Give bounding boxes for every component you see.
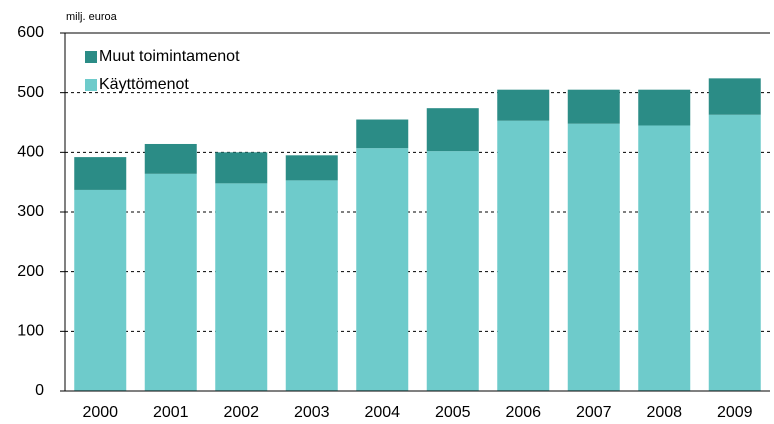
- legend-swatch: [85, 51, 97, 63]
- x-tick-label: 2001: [153, 404, 189, 421]
- bar-segment: [74, 189, 127, 391]
- bar-segment: [215, 183, 268, 391]
- bar-segment: [638, 89, 691, 126]
- x-tick-label: 2002: [223, 404, 259, 421]
- bar-segment: [144, 143, 197, 174]
- x-tick-label: 2007: [576, 404, 612, 421]
- x-tick-label: 2008: [646, 404, 682, 421]
- axis-label: milj. euroa: [66, 11, 118, 23]
- bar-segment: [74, 157, 127, 190]
- x-tick-label: 2006: [505, 404, 541, 421]
- x-tick-label: 2009: [717, 404, 753, 421]
- bar-segment: [285, 180, 338, 391]
- bar-segment: [497, 89, 550, 121]
- y-tick-label: 300: [17, 203, 44, 220]
- bar-segment: [215, 152, 268, 184]
- bar-segment: [567, 123, 620, 392]
- x-tick-label: 2004: [364, 404, 400, 421]
- y-tick-label: 200: [17, 263, 44, 280]
- legend-label: Käyttömenot: [99, 76, 189, 93]
- bar-segment: [638, 125, 691, 391]
- legend-label: Muut toimintamenot: [99, 48, 240, 65]
- x-tick-label: 2000: [82, 404, 118, 421]
- bar-segment: [426, 108, 479, 152]
- x-tick-label: 2003: [294, 404, 330, 421]
- bar-segment: [497, 120, 550, 392]
- bar-segment: [567, 89, 620, 124]
- y-tick-label: 0: [35, 382, 44, 399]
- bar-segment: [144, 173, 197, 391]
- bar-segment: [356, 148, 409, 391]
- bar-segment: [356, 119, 409, 149]
- y-tick-label: 600: [17, 24, 44, 41]
- bar-segment: [708, 114, 761, 391]
- y-tick-label: 400: [17, 144, 44, 161]
- legend-swatch: [85, 79, 97, 91]
- bar-segment: [426, 151, 479, 391]
- bar-segment: [708, 78, 761, 115]
- x-tick-label: 2005: [435, 404, 471, 421]
- y-tick-label: 500: [17, 84, 44, 101]
- y-tick-label: 100: [17, 323, 44, 340]
- bar-segment: [285, 155, 338, 181]
